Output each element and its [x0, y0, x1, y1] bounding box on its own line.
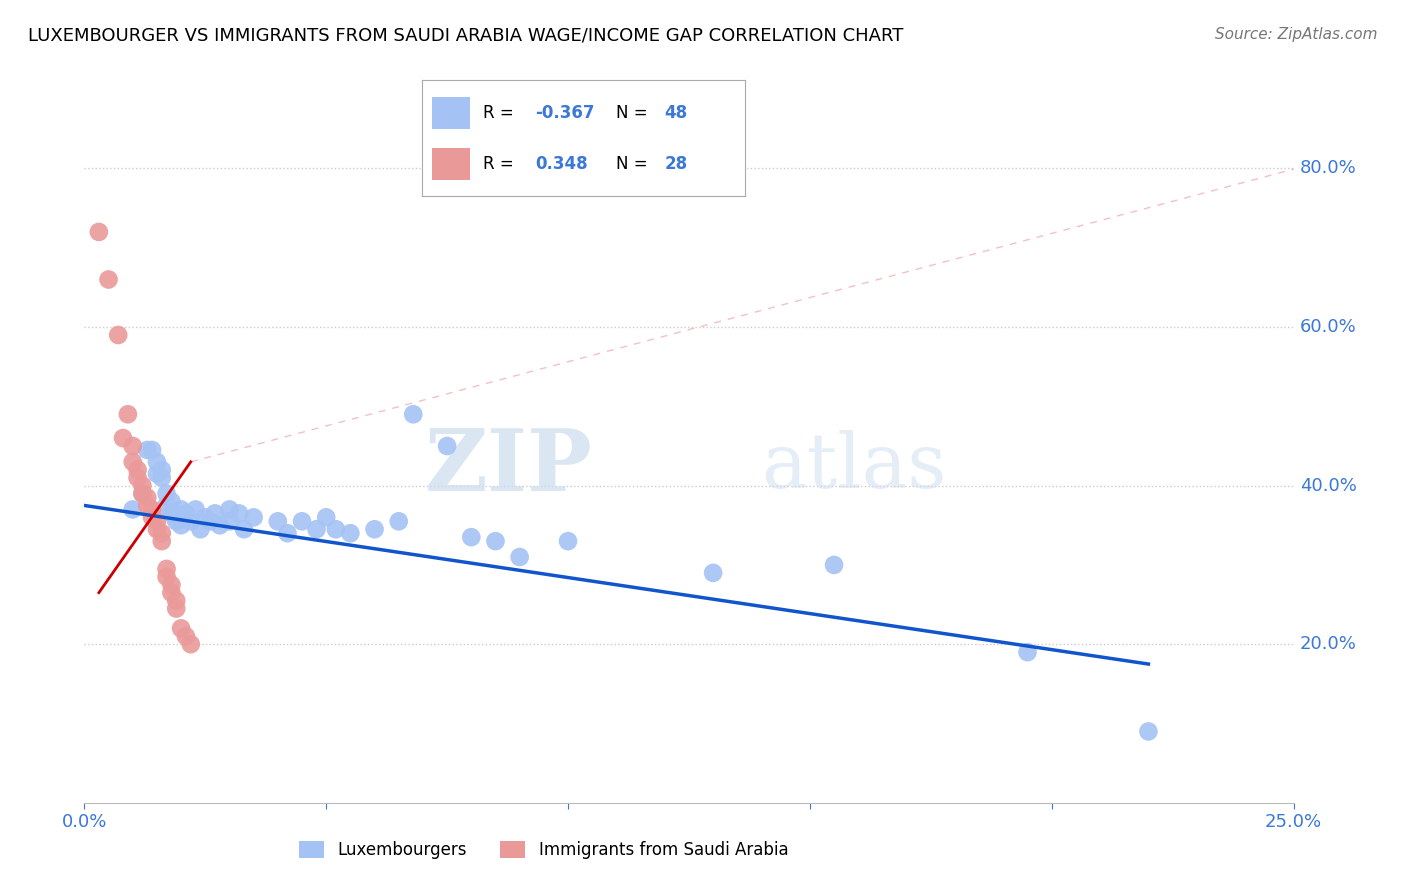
Point [155, 570, 177, 584]
Text: 40.0%: 40.0% [1299, 476, 1357, 495]
Text: atlas: atlas [762, 431, 946, 504]
Point [131, 478, 153, 492]
Point [150, 534, 173, 549]
Point [170, 502, 193, 516]
Point [165, 510, 187, 524]
Text: 60.0%: 60.0% [1299, 318, 1357, 336]
Point [363, 522, 385, 536]
Point [146, 455, 169, 469]
Text: Source: ZipAtlas.com: Source: ZipAtlas.com [1215, 27, 1378, 42]
FancyBboxPatch shape [432, 96, 470, 129]
Point [184, 502, 207, 516]
Point [131, 486, 153, 500]
Point [484, 534, 506, 549]
Text: R =: R = [484, 103, 519, 121]
Text: 48: 48 [665, 103, 688, 121]
Point [509, 549, 531, 564]
Point [127, 471, 149, 485]
Point [305, 522, 328, 536]
Legend: Luxembourgers, Immigrants from Saudi Arabia: Luxembourgers, Immigrants from Saudi Ara… [292, 834, 794, 866]
Point [233, 522, 256, 536]
Point [228, 507, 250, 521]
Point [117, 407, 139, 421]
Text: -0.367: -0.367 [536, 103, 595, 121]
Point [146, 522, 169, 536]
Text: ZIP: ZIP [425, 425, 592, 509]
Point [121, 455, 143, 469]
Point [141, 510, 163, 524]
Point [155, 486, 177, 500]
Point [1017, 645, 1039, 659]
Point [155, 499, 177, 513]
Point [180, 637, 202, 651]
Point [150, 526, 173, 541]
Point [141, 502, 163, 516]
Point [702, 566, 724, 580]
Point [160, 494, 183, 508]
Point [325, 522, 347, 536]
Point [121, 439, 143, 453]
Point [146, 467, 169, 481]
Point [160, 578, 183, 592]
Text: 28: 28 [665, 155, 688, 173]
Point [136, 442, 159, 457]
Point [170, 621, 193, 635]
Point [180, 514, 202, 528]
Point [198, 514, 221, 528]
Point [87, 225, 110, 239]
Text: 0.348: 0.348 [536, 155, 588, 173]
Point [190, 522, 212, 536]
Point [165, 514, 187, 528]
Point [402, 407, 425, 421]
Point [160, 507, 183, 521]
Point [165, 601, 187, 615]
Point [823, 558, 845, 572]
Point [388, 514, 411, 528]
Point [242, 510, 264, 524]
Point [339, 526, 361, 541]
Text: 80.0%: 80.0% [1299, 160, 1357, 178]
Point [174, 629, 197, 643]
Point [276, 526, 298, 541]
Point [557, 534, 579, 549]
Point [204, 507, 226, 521]
Text: R =: R = [484, 155, 519, 173]
Point [267, 514, 290, 528]
Point [291, 514, 314, 528]
Point [150, 463, 173, 477]
Text: 20.0%: 20.0% [1299, 635, 1357, 653]
Point [194, 510, 217, 524]
Point [174, 507, 197, 521]
Point [155, 562, 177, 576]
Point [1137, 724, 1160, 739]
Point [150, 471, 173, 485]
Text: LUXEMBOURGER VS IMMIGRANTS FROM SAUDI ARABIA WAGE/INCOME GAP CORRELATION CHART: LUXEMBOURGER VS IMMIGRANTS FROM SAUDI AR… [28, 27, 904, 45]
Point [112, 431, 135, 445]
Point [218, 514, 240, 528]
Point [165, 593, 187, 607]
Point [131, 486, 153, 500]
Point [460, 530, 482, 544]
Point [315, 510, 337, 524]
Point [107, 328, 129, 343]
Point [170, 518, 193, 533]
Point [127, 463, 149, 477]
Point [218, 502, 240, 516]
Text: N =: N = [616, 155, 652, 173]
Point [160, 585, 183, 599]
Point [208, 518, 231, 533]
Point [121, 502, 143, 516]
Point [136, 499, 159, 513]
Point [97, 272, 120, 286]
Point [136, 491, 159, 505]
FancyBboxPatch shape [432, 147, 470, 180]
Text: N =: N = [616, 103, 652, 121]
Point [436, 439, 458, 453]
Point [146, 514, 169, 528]
Point [141, 442, 163, 457]
